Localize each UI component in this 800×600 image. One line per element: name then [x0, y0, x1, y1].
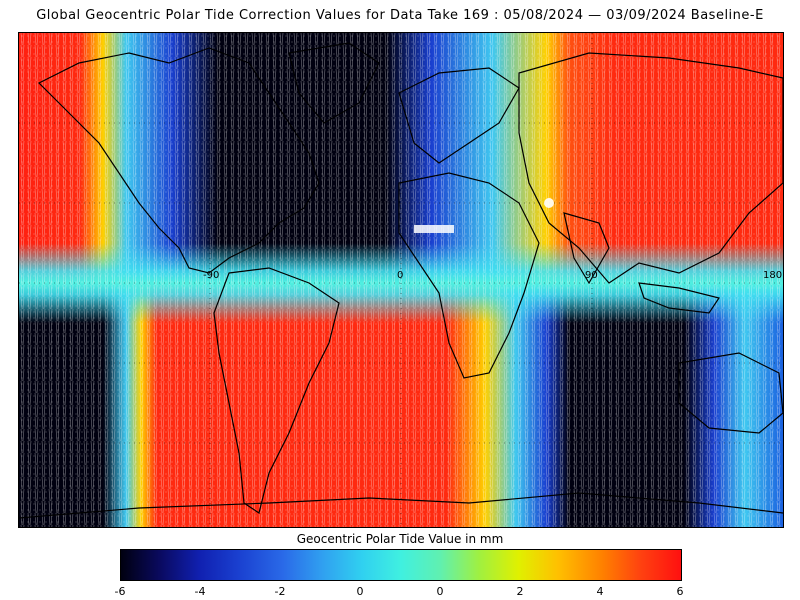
lon-label-minus90: -90 [203, 270, 220, 281]
lon-label-90: 90 [585, 270, 598, 281]
map-title: Global Geocentric Polar Tide Correction … [36, 8, 764, 23]
colorbar-tick: -6 [114, 585, 126, 598]
lon-label-0: 0 [397, 270, 404, 281]
colorbar-tick: -4 [194, 585, 206, 598]
colorbar-tick: -2 [274, 585, 286, 598]
colorbar-tick: 2 [516, 585, 524, 598]
colorbar-tick: 0 [436, 585, 444, 598]
colorbar [120, 549, 682, 581]
lon-label-180: 180 [763, 270, 783, 281]
polar-tide-map [19, 33, 783, 527]
colorbar-tick: 6 [676, 585, 684, 598]
colorbar-tick: 4 [596, 585, 604, 598]
colorbar-title: Geocentric Polar Tide Value in mm [296, 532, 504, 546]
colorbar-tick: 0 [356, 585, 364, 598]
map-panel[interactable]: -90 0 90 180 [18, 32, 784, 528]
coastlines [19, 42, 783, 519]
